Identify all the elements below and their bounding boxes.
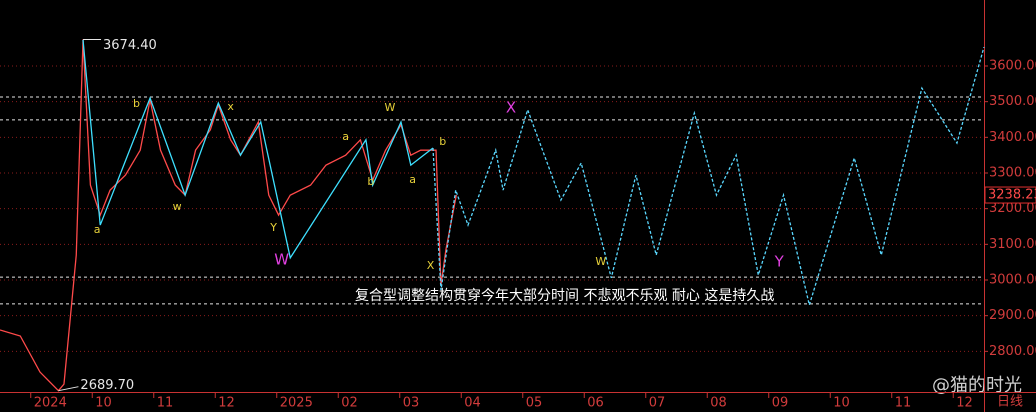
y-tick-label: 3000.00 — [989, 273, 1036, 288]
x-tick-label: 03 — [403, 396, 420, 411]
wave-label: b — [133, 97, 140, 110]
low-pointer — [58, 386, 79, 392]
x-tick-label: 11 — [895, 396, 912, 411]
y-tick-label: 2800.00 — [989, 344, 1036, 359]
wave-label: w — [173, 200, 182, 213]
y-tick-label: 3300.00 — [989, 165, 1036, 180]
x-tick-label: 07 — [649, 396, 666, 411]
y-tick-label: 3400.00 — [989, 130, 1036, 145]
x-tick-label: 02 — [341, 396, 358, 411]
x-tick-label: 10 — [833, 396, 850, 411]
wave-label: x — [227, 100, 234, 113]
series-line — [432, 46, 985, 308]
wave-label: a — [342, 130, 349, 143]
last-price-label: 3238.23 — [988, 188, 1036, 203]
wave-label: a — [94, 223, 101, 236]
wave-label: Y — [269, 221, 277, 234]
high-label: 3674.40 — [103, 38, 157, 53]
x-tick-label: 12 — [956, 396, 973, 411]
note: 复合型调整结构贯穿今年大部分时间 不悲观不乐观 耐心 这是持久战 — [355, 287, 774, 304]
x-tick-label: 10 — [95, 396, 112, 411]
low-label: 2689.70 — [80, 378, 134, 393]
y-tick-label: 3500.00 — [989, 94, 1036, 109]
y-tick-label: 2900.00 — [989, 308, 1036, 323]
wave-label: X — [506, 99, 516, 117]
x-tick-label: 2024 — [34, 396, 67, 411]
wave-label: W — [274, 251, 289, 269]
x-tick-label: 08 — [710, 396, 727, 411]
x-tick-label: 2025 — [280, 396, 313, 411]
period-label: 日线 — [997, 395, 1023, 410]
x-tick-label: 12 — [218, 396, 235, 411]
y-tick-label: 3100.00 — [989, 237, 1036, 252]
x-tick-label: 11 — [157, 396, 174, 411]
wave-label: W — [384, 101, 395, 114]
wave-label: b — [367, 175, 374, 188]
series-line — [82, 39, 434, 260]
y-tick-label: 3200.00 — [989, 201, 1036, 216]
x-tick-label: 06 — [587, 396, 604, 411]
watermark: @猫的时光 — [932, 375, 1022, 396]
wave-label: a — [409, 173, 416, 186]
wave-label: b — [439, 135, 446, 148]
y-tick-label: 3600.00 — [989, 58, 1036, 73]
x-tick-label: 04 — [464, 396, 481, 411]
x-tick-label: 09 — [772, 396, 789, 411]
series-line — [0, 39, 457, 392]
wave-label: X — [427, 259, 435, 272]
wave-label: Y — [774, 253, 785, 271]
last-price-box — [984, 186, 1036, 204]
x-tick-label: 05 — [526, 396, 543, 411]
wave-label: W — [595, 255, 606, 268]
